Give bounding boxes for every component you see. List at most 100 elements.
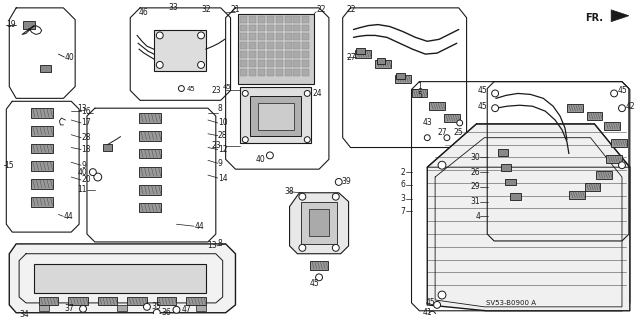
- Text: 31: 31: [471, 197, 481, 206]
- Polygon shape: [276, 25, 283, 32]
- Polygon shape: [285, 51, 292, 58]
- Circle shape: [316, 274, 323, 281]
- Text: 3: 3: [401, 194, 406, 203]
- Text: 28: 28: [81, 133, 91, 142]
- Text: 34: 34: [19, 310, 29, 319]
- Polygon shape: [302, 16, 309, 23]
- Polygon shape: [196, 305, 206, 311]
- Polygon shape: [497, 149, 508, 156]
- Polygon shape: [302, 42, 309, 49]
- Text: 33: 33: [168, 4, 179, 12]
- Circle shape: [438, 161, 446, 169]
- Text: 20: 20: [81, 175, 91, 184]
- Polygon shape: [258, 25, 265, 32]
- Circle shape: [243, 137, 248, 143]
- Polygon shape: [309, 210, 329, 236]
- Text: 21: 21: [230, 5, 240, 14]
- Polygon shape: [294, 33, 300, 40]
- Circle shape: [156, 62, 163, 68]
- Polygon shape: [241, 42, 247, 49]
- Circle shape: [299, 193, 306, 200]
- Text: 12: 12: [218, 145, 227, 154]
- Circle shape: [304, 137, 310, 143]
- Circle shape: [198, 32, 205, 39]
- Circle shape: [266, 152, 273, 159]
- Polygon shape: [276, 42, 283, 49]
- Polygon shape: [285, 25, 292, 32]
- Text: 38: 38: [285, 187, 294, 196]
- Text: 10: 10: [218, 118, 227, 127]
- Polygon shape: [294, 42, 300, 49]
- Polygon shape: [294, 69, 300, 76]
- Polygon shape: [39, 297, 58, 305]
- Polygon shape: [139, 185, 161, 195]
- Text: 13: 13: [77, 104, 87, 113]
- Polygon shape: [567, 104, 582, 112]
- Polygon shape: [285, 33, 292, 40]
- Polygon shape: [139, 149, 161, 158]
- Circle shape: [156, 32, 163, 39]
- Polygon shape: [267, 16, 274, 23]
- Text: 44: 44: [194, 222, 204, 231]
- Circle shape: [154, 309, 160, 316]
- Text: 19: 19: [6, 20, 16, 29]
- Circle shape: [434, 301, 440, 308]
- Polygon shape: [428, 124, 630, 311]
- Circle shape: [332, 244, 339, 251]
- Text: 42: 42: [626, 102, 636, 111]
- Circle shape: [243, 91, 248, 96]
- Polygon shape: [249, 51, 256, 58]
- Polygon shape: [294, 60, 300, 67]
- Polygon shape: [258, 33, 265, 40]
- Polygon shape: [258, 103, 294, 130]
- Polygon shape: [267, 51, 274, 58]
- Text: 11: 11: [77, 185, 87, 194]
- Polygon shape: [31, 144, 52, 153]
- Text: 7: 7: [401, 207, 406, 216]
- Text: 4: 4: [476, 212, 481, 221]
- Polygon shape: [267, 60, 274, 67]
- Polygon shape: [31, 126, 52, 136]
- Circle shape: [438, 291, 446, 299]
- Polygon shape: [241, 60, 247, 67]
- Polygon shape: [412, 90, 428, 97]
- Text: 45: 45: [309, 279, 319, 288]
- Text: 28: 28: [218, 131, 227, 140]
- Circle shape: [79, 305, 86, 312]
- Circle shape: [618, 105, 625, 112]
- Text: 25: 25: [454, 128, 463, 137]
- Text: 29: 29: [471, 182, 481, 191]
- Polygon shape: [23, 21, 35, 28]
- Text: 27: 27: [347, 53, 356, 62]
- Text: 45: 45: [477, 86, 487, 95]
- Text: SV53-B0900 A: SV53-B0900 A: [486, 300, 536, 306]
- Polygon shape: [241, 25, 247, 32]
- Polygon shape: [276, 33, 283, 40]
- Circle shape: [179, 85, 184, 92]
- Polygon shape: [139, 113, 161, 123]
- Polygon shape: [375, 60, 391, 68]
- Polygon shape: [596, 171, 612, 179]
- Text: FR.: FR.: [586, 13, 604, 23]
- Polygon shape: [68, 297, 88, 305]
- Polygon shape: [267, 69, 274, 76]
- Circle shape: [173, 306, 180, 313]
- Circle shape: [611, 90, 618, 97]
- Text: 1: 1: [417, 82, 422, 91]
- Text: 40: 40: [77, 167, 87, 177]
- Polygon shape: [301, 202, 337, 244]
- Polygon shape: [396, 73, 405, 79]
- Circle shape: [618, 162, 625, 169]
- Circle shape: [335, 179, 342, 185]
- Polygon shape: [356, 48, 365, 54]
- Text: 14: 14: [218, 174, 227, 182]
- Circle shape: [492, 90, 499, 97]
- Text: 43: 43: [422, 118, 432, 127]
- Polygon shape: [276, 69, 283, 76]
- Polygon shape: [285, 60, 292, 67]
- Polygon shape: [258, 69, 265, 76]
- Circle shape: [429, 311, 436, 318]
- Polygon shape: [249, 16, 256, 23]
- Polygon shape: [241, 86, 311, 143]
- Polygon shape: [154, 29, 206, 71]
